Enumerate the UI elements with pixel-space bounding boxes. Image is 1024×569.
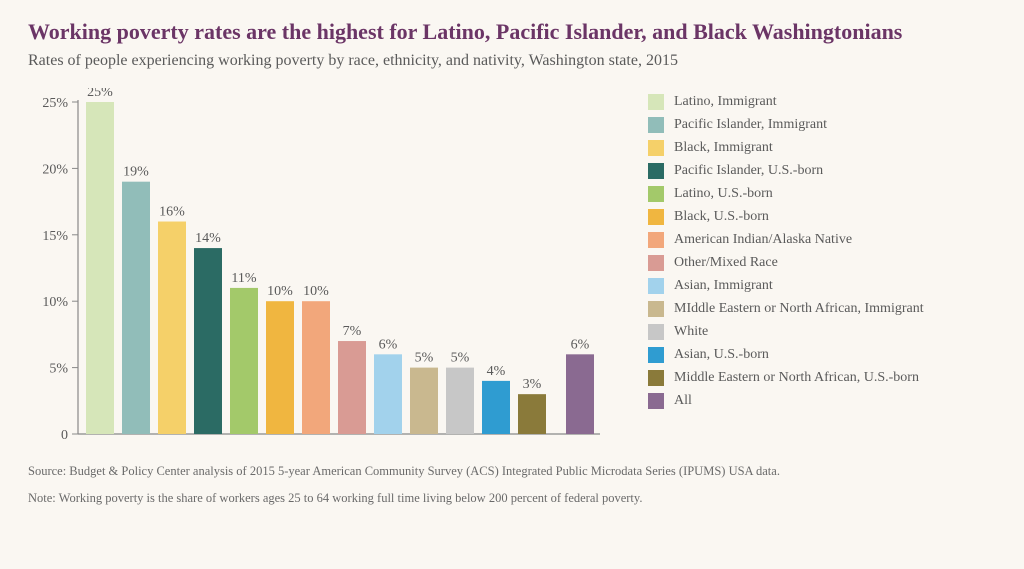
legend-item: Latino, Immigrant	[648, 94, 996, 110]
legend-item: American Indian/Alaska Native	[648, 232, 996, 248]
bar	[158, 221, 186, 433]
bar-value-label: 5%	[415, 350, 434, 365]
legend-swatch	[648, 186, 664, 202]
bar-value-label: 3%	[523, 377, 542, 392]
legend-item: Black, U.S.-born	[648, 209, 996, 225]
bar-value-label: 16%	[159, 204, 185, 219]
bar-value-label: 14%	[195, 231, 221, 246]
legend-item: Other/Mixed Race	[648, 255, 996, 271]
y-tick-label: 20%	[42, 162, 68, 177]
bar-chart-svg: 0 5% 10% 15% 20% 25% 25% 19% 16% 14% 11% 10% 10% 7% 6%…	[28, 88, 628, 448]
legend-item: MIddle Eastern or North African, Immigra…	[648, 301, 996, 317]
legend-item: Asian, Immigrant	[648, 278, 996, 294]
bar-value-label: 10%	[267, 284, 293, 299]
bar-chart: 0 5% 10% 15% 20% 25% 25% 19% 16% 14% 11% 10% 10% 7% 6%…	[28, 88, 628, 453]
legend: Latino, Immigrant Pacific Islander, Immig…	[648, 88, 996, 453]
legend-swatch	[648, 324, 664, 340]
legend-label: Asian, Immigrant	[674, 278, 773, 294]
y-tick-label: 10%	[42, 295, 68, 310]
legend-swatch	[648, 232, 664, 248]
bar	[518, 394, 546, 434]
legend-label: White	[674, 324, 708, 340]
bar-value-label: 6%	[379, 337, 398, 352]
legend-label: Latino, Immigrant	[674, 94, 777, 110]
legend-label: Black, Immigrant	[674, 140, 773, 156]
bar	[266, 301, 294, 434]
bar	[302, 301, 330, 434]
y-tick-label: 25%	[42, 96, 68, 111]
bar	[566, 354, 594, 434]
legend-swatch	[648, 140, 664, 156]
legend-label: Other/Mixed Race	[674, 255, 778, 271]
note-line: Note: Working poverty is the share of wo…	[28, 490, 996, 508]
legend-swatch	[648, 370, 664, 386]
legend-item: Pacific Islander, Immigrant	[648, 117, 996, 133]
bar-value-label: 25%	[87, 88, 113, 100]
legend-label: Pacific Islander, U.S.-born	[674, 163, 823, 179]
bar	[338, 341, 366, 434]
legend-label: MIddle Eastern or North African, Immigra…	[674, 301, 924, 317]
legend-label: Pacific Islander, Immigrant	[674, 117, 827, 133]
legend-swatch	[648, 163, 664, 179]
bar-value-label: 5%	[451, 350, 470, 365]
legend-item: Black, Immigrant	[648, 140, 996, 156]
bar	[482, 380, 510, 433]
legend-item: Asian, U.S.-born	[648, 347, 996, 363]
bar	[230, 287, 258, 433]
bar	[122, 181, 150, 433]
legend-label: Latino, U.S.-born	[674, 186, 773, 202]
bar	[374, 354, 402, 434]
bar-value-label: 19%	[123, 164, 149, 179]
legend-swatch	[648, 347, 664, 363]
source-line: Source: Budget & Policy Center analysis …	[28, 463, 996, 481]
legend-label: American Indian/Alaska Native	[674, 232, 852, 248]
legend-swatch	[648, 94, 664, 110]
bar	[410, 367, 438, 433]
legend-item: White	[648, 324, 996, 340]
chart-container: 0 5% 10% 15% 20% 25% 25% 19% 16% 14% 11% 10% 10% 7% 6%…	[28, 88, 996, 453]
legend-swatch	[648, 393, 664, 409]
legend-label: Asian, U.S.-born	[674, 347, 769, 363]
bar-value-label: 7%	[343, 324, 362, 339]
chart-title: Working poverty rates are the highest fo…	[28, 18, 996, 46]
legend-item: All	[648, 393, 996, 409]
bar-value-label: 6%	[571, 337, 590, 352]
bar	[446, 367, 474, 433]
bar-value-label: 10%	[303, 284, 329, 299]
legend-swatch	[648, 209, 664, 225]
legend-swatch	[648, 117, 664, 133]
legend-item: Middle Eastern or North African, U.S.-bo…	[648, 370, 996, 386]
y-tick-label: 15%	[42, 228, 68, 243]
legend-label: Middle Eastern or North African, U.S.-bo…	[674, 370, 919, 386]
y-tick-label: 5%	[49, 361, 68, 376]
legend-label: All	[674, 393, 692, 409]
legend-label: Black, U.S.-born	[674, 209, 769, 225]
legend-swatch	[648, 301, 664, 317]
legend-item: Latino, U.S.-born	[648, 186, 996, 202]
bar-value-label: 11%	[231, 270, 256, 285]
bar	[86, 102, 114, 434]
y-tick-label: 0	[61, 428, 68, 443]
bar	[194, 248, 222, 434]
legend-item: Pacific Islander, U.S.-born	[648, 163, 996, 179]
legend-swatch	[648, 278, 664, 294]
legend-swatch	[648, 255, 664, 271]
chart-subtitle: Rates of people experiencing working pov…	[28, 52, 996, 70]
bar-value-label: 4%	[487, 363, 506, 378]
